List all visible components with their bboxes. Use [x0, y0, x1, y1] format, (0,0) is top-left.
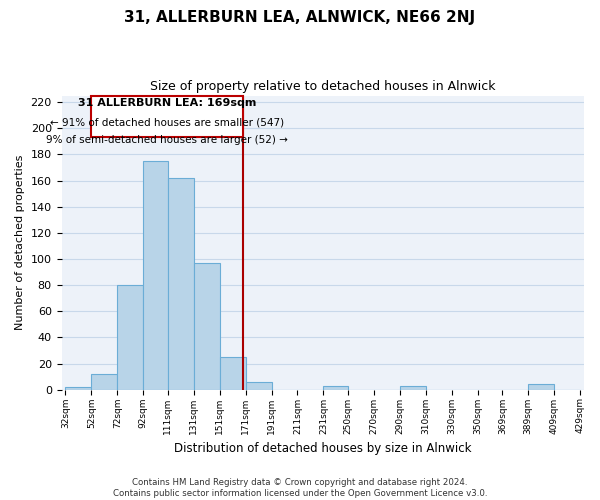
Bar	[323, 386, 348, 390]
Bar	[400, 386, 426, 390]
Bar	[143, 161, 168, 390]
Text: 31 ALLERBURN LEA: 169sqm: 31 ALLERBURN LEA: 169sqm	[78, 98, 256, 108]
Bar	[220, 357, 245, 390]
Bar	[91, 374, 117, 390]
Text: ← 91% of detached houses are smaller (547): ← 91% of detached houses are smaller (54…	[50, 118, 284, 128]
Bar	[194, 263, 220, 390]
Title: Size of property relative to detached houses in Alnwick: Size of property relative to detached ho…	[150, 80, 496, 93]
Bar	[117, 285, 143, 390]
Y-axis label: Number of detached properties: Number of detached properties	[15, 155, 25, 330]
Text: 31, ALLERBURN LEA, ALNWICK, NE66 2NJ: 31, ALLERBURN LEA, ALNWICK, NE66 2NJ	[124, 10, 476, 25]
Text: Contains HM Land Registry data © Crown copyright and database right 2024.
Contai: Contains HM Land Registry data © Crown c…	[113, 478, 487, 498]
Bar	[65, 387, 91, 390]
Bar	[168, 178, 194, 390]
Bar	[528, 384, 554, 390]
Text: 9% of semi-detached houses are larger (52) →: 9% of semi-detached houses are larger (5…	[46, 136, 288, 145]
FancyBboxPatch shape	[91, 96, 243, 138]
Bar	[245, 382, 272, 390]
X-axis label: Distribution of detached houses by size in Alnwick: Distribution of detached houses by size …	[174, 442, 472, 455]
